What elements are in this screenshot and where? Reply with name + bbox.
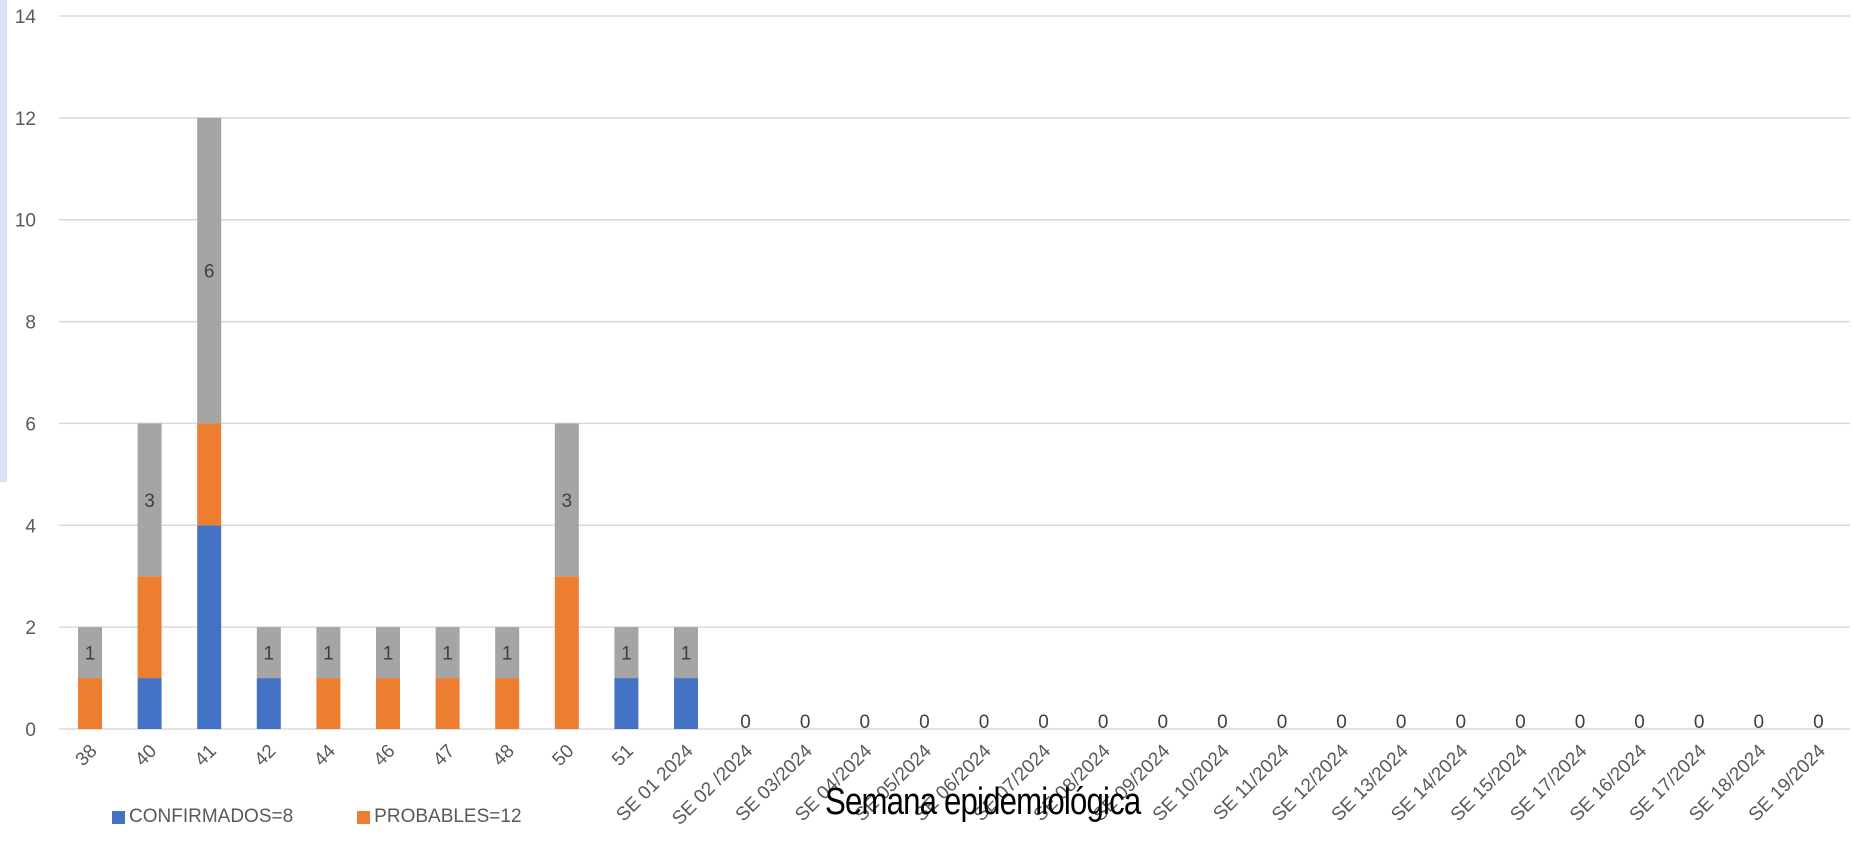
y-tick-label-12: 12 [15, 109, 36, 130]
bar-probables-4 [316, 678, 341, 729]
x-tick-label-3: 42 [251, 741, 281, 771]
y-tick-label-0: 0 [25, 720, 36, 741]
legend-item-probables: PROBABLES=12 [357, 806, 522, 828]
data-label-21: 0 [1336, 712, 1347, 733]
data-label-1: 3 [144, 491, 155, 512]
bar-confirmados-9 [614, 678, 639, 729]
bar-otros-3 [256, 627, 281, 679]
data-label-7: 1 [502, 644, 513, 665]
x-axis-title: Semana epidemiológica [825, 781, 1141, 823]
bar-otros-2 [197, 117, 222, 424]
y-tick-label-6: 6 [25, 414, 36, 435]
data-labels: 1 3 6 1 1 1 1 1 3 1 1 0 0 0 0 0 0 0 0 0 0 0 0 0 0 0 0 0 0 0 [85, 262, 1824, 733]
data-label-27: 0 [1694, 712, 1705, 733]
x-tick-label-9: 51 [608, 741, 638, 771]
data-label-18: 0 [1158, 712, 1169, 733]
x-tick-label-6: 47 [429, 741, 459, 771]
data-label-2: 6 [204, 262, 215, 283]
bar-probables-6 [435, 678, 460, 729]
data-label-12: 0 [800, 712, 811, 733]
data-label-10: 1 [681, 644, 692, 665]
legend-swatch-probables [357, 810, 371, 824]
data-label-23: 0 [1456, 712, 1467, 733]
x-tick-label-7: 48 [489, 741, 519, 771]
bar-otros-0 [78, 627, 102, 679]
data-label-26: 0 [1634, 712, 1645, 733]
data-label-5: 1 [383, 644, 394, 665]
y-axis-ticks: 0 2 4 6 8 10 12 14 [15, 7, 37, 741]
data-label-0: 1 [85, 644, 96, 665]
bar-otros-10 [674, 627, 698, 679]
data-label-3: 1 [264, 644, 275, 665]
data-label-15: 0 [979, 712, 990, 733]
y-tick-label-14: 14 [15, 7, 37, 28]
legend-item-confirmados: CONFIRMADOS=8 [112, 806, 293, 828]
legend-swatch-confirmados [112, 810, 125, 824]
data-label-17: 0 [1098, 712, 1109, 733]
bar-otros-6 [435, 627, 460, 679]
data-label-25: 0 [1575, 712, 1586, 733]
x-tick-label-8: 50 [549, 741, 579, 771]
data-label-9: 1 [621, 644, 632, 665]
data-label-20: 0 [1277, 712, 1288, 733]
x-tick-label-4: 44 [310, 740, 340, 770]
y-tick-label-4: 4 [25, 516, 36, 537]
data-label-29: 0 [1813, 712, 1824, 733]
bar-probables-2 [197, 423, 222, 526]
data-label-13: 0 [860, 712, 871, 733]
bar-probables-5 [376, 678, 400, 729]
bar-confirmados-10 [674, 678, 698, 729]
bar-confirmados-1 [137, 678, 162, 729]
bar-probables-1 [137, 576, 162, 679]
data-label-8: 3 [562, 491, 573, 512]
data-label-6: 1 [442, 644, 453, 665]
legend-label-confirmados: CONFIRMADOS=8 [129, 806, 294, 827]
bar-probables-0 [78, 678, 102, 729]
bar-otros-1 [137, 423, 162, 577]
data-label-16: 0 [1038, 712, 1049, 733]
legend: CONFIRMADOS=8 PROBABLES=12 [112, 806, 522, 828]
data-label-19: 0 [1217, 712, 1228, 733]
gridlines [59, 15, 1850, 730]
data-label-28: 0 [1754, 712, 1765, 733]
data-label-11: 0 [740, 712, 751, 733]
bar-confirmados-2 [197, 525, 222, 729]
x-tick-label-1: 40 [131, 741, 161, 771]
y-tick-label-2: 2 [25, 618, 36, 639]
x-tick-label-0: 38 [72, 741, 102, 771]
legend-label-probables: PROBABLES=12 [374, 806, 522, 827]
data-label-24: 0 [1515, 712, 1526, 733]
bar-otros-9 [614, 627, 639, 679]
bars [78, 117, 698, 729]
data-label-14: 0 [919, 712, 930, 733]
bar-otros-8 [554, 423, 579, 577]
bar-otros-7 [495, 627, 520, 679]
bar-confirmados-3 [256, 678, 281, 729]
bar-probables-7 [495, 678, 520, 729]
data-label-22: 0 [1396, 712, 1407, 733]
bar-probables-8 [554, 576, 579, 729]
x-tick-label-5: 46 [370, 741, 400, 771]
y-tick-label-10: 10 [15, 211, 36, 232]
bar-otros-5 [376, 627, 400, 679]
x-tick-label-2: 41 [191, 741, 221, 771]
bar-otros-4 [316, 627, 341, 679]
left-decorative-stripe [0, 0, 7, 482]
y-tick-label-8: 8 [25, 313, 36, 334]
data-label-4: 1 [323, 644, 334, 665]
